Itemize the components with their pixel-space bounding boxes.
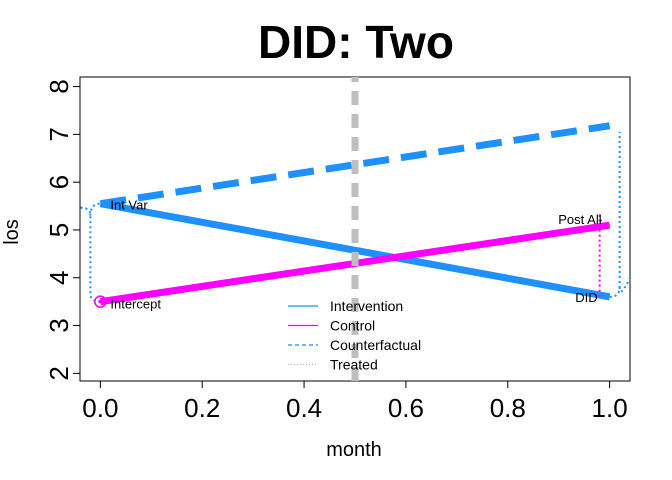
y-tick-label: 3 <box>44 318 74 332</box>
legend-label-treated: Treated <box>330 357 378 373</box>
x-axis-label: month <box>326 439 382 461</box>
legend: Intervention Control Counterfactual Treated <box>288 298 421 373</box>
y-tick-label: 5 <box>44 223 74 237</box>
y-tick-label: 6 <box>44 175 74 189</box>
y-axis-label: los <box>1 219 23 245</box>
annotation-int-var: Int Var <box>110 198 148 213</box>
counterfactual-brace <box>609 131 631 298</box>
annotation-post-all: Post All <box>558 212 601 227</box>
annotation-did: DID <box>575 290 597 305</box>
y-axis: 2 3 4 5 6 7 8 <box>44 79 81 381</box>
intercept-marker <box>94 295 107 308</box>
y-tick-label: 2 <box>44 366 74 380</box>
y-tick-label: 7 <box>44 127 74 141</box>
x-tick-label: 0.2 <box>184 393 220 423</box>
y-tick-label: 8 <box>44 79 74 93</box>
plot-area <box>80 77 631 381</box>
y-tick-label: 4 <box>44 271 74 285</box>
x-axis: 0.0 0.2 0.4 0.6 0.8 1.0 <box>82 380 628 423</box>
x-tick-label: 0.4 <box>286 393 322 423</box>
legend-label-control: Control <box>330 318 375 334</box>
chart-title: DID: Two <box>258 16 454 68</box>
legend-label-counterfactual: Counterfactual <box>330 337 421 353</box>
x-tick-label: 0.0 <box>82 393 118 423</box>
x-tick-label: 1.0 <box>592 393 628 423</box>
legend-label-intervention: Intervention <box>330 298 403 314</box>
series-intervention-line <box>99 200 611 301</box>
intercept-marker-dot <box>98 299 103 304</box>
series-counterfactual-line <box>99 122 611 208</box>
did-brace <box>598 214 610 300</box>
x-tick-label: 0.6 <box>388 393 424 423</box>
x-tick-label: 0.8 <box>490 393 526 423</box>
annotation-intercept: Intercept <box>110 297 161 312</box>
annotations: Int Var Intercept Post All DID <box>110 198 601 312</box>
int-var-brace <box>80 202 101 303</box>
